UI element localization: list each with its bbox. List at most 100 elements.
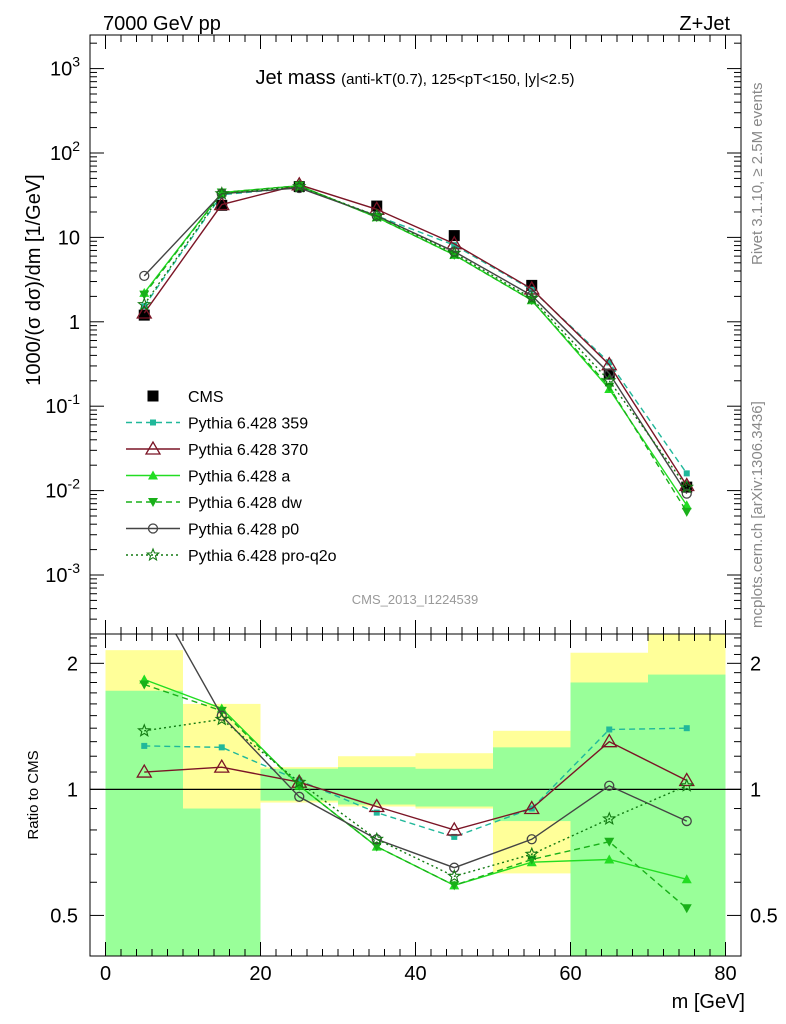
main-y-axis-label: 1000/(σ dσ)/dm [1/GeV] (23, 174, 45, 385)
main-data-point (678, 477, 695, 492)
ratio-data-point (681, 874, 692, 884)
main-series-line (143, 184, 688, 513)
x-tick-label: 20 (249, 963, 271, 985)
main-series-line (143, 185, 688, 488)
rivet-version-note: Rivet 3.1.10, ≥ 2.5M events (749, 83, 766, 266)
x-tick-label: 40 (404, 963, 426, 985)
main-y-tick-label: 10-3 (45, 560, 80, 587)
main-data-point (681, 507, 692, 517)
legend-marker (148, 498, 158, 507)
main-series-line (143, 184, 688, 486)
main-data-point (369, 208, 384, 222)
inner-band (415, 768, 493, 807)
legend-label: Pythia 6.428 370 (188, 442, 308, 459)
ratio-series-line (144, 727, 687, 838)
x-tick-label: 0 (100, 963, 111, 985)
legend-marker (145, 547, 161, 562)
main-y-tick-label: 10-2 (45, 476, 80, 503)
main-series-line (143, 187, 688, 495)
ratio-data-point (369, 831, 384, 846)
main-data-point (604, 368, 615, 379)
ratio-data-point (368, 798, 385, 813)
ratio-data-point (141, 742, 148, 749)
ratio-data-point (216, 710, 227, 721)
main-y-tick-label: 103 (50, 54, 80, 81)
ratio-data-point (214, 711, 229, 726)
ratio-y-tick-label: 2 (67, 653, 78, 675)
legend-label: CMS (188, 389, 224, 406)
main-data-point (602, 373, 617, 387)
ratio-data-point (136, 763, 153, 778)
ratio-data-point (296, 777, 303, 784)
ratio-data-point (371, 842, 382, 852)
x-tick-label: 80 (714, 963, 736, 985)
ratio-series-line (144, 683, 688, 909)
main-data-point (526, 279, 538, 291)
legend-marker (148, 470, 158, 480)
main-data-point (523, 280, 540, 295)
legend-label: Pythia 6.428 pro-q2o (188, 548, 337, 565)
ratio-data-point (373, 809, 380, 816)
legend: CMS Pythia 6.428 359 Pythia 6.428 370 Pythi… (126, 389, 337, 565)
main-y-tick-label: 102 (50, 138, 80, 165)
ratio-y-tick-label-right: 2 (750, 653, 761, 675)
ratio-data-point (218, 744, 225, 751)
ratio-data-point (601, 733, 618, 748)
inner-band (105, 690, 183, 956)
ratio-data-point (139, 680, 150, 690)
main-panel: 10-3 10-2 10-1 1 10 102 103 1000/(σ dσ)/dm [1/G… (23, 34, 742, 635)
ratio-data-point (294, 791, 305, 802)
legend-label: Pythia 6.428 359 (188, 416, 308, 433)
ratio-series-line (144, 740, 688, 831)
analysis-id-label: CMS_2013_I1224539 (352, 592, 479, 607)
ratio-data-point (449, 862, 460, 873)
ratio-data-point (447, 868, 462, 883)
x-axis-label: m [GeV] (672, 991, 745, 1013)
main-data-point (138, 309, 150, 321)
main-data-point (371, 200, 383, 212)
ratio-data-point (449, 881, 460, 891)
ratio-data-point (683, 725, 690, 732)
main-data-point (679, 479, 694, 494)
inner-band (183, 808, 261, 956)
ratio-data-point (140, 573, 149, 582)
ratio-data-point (679, 778, 694, 792)
process-label: Z+Jet (679, 13, 730, 35)
main-data-point (447, 245, 462, 260)
legend-marker (147, 523, 159, 534)
ratio-y-tick-label: 0.5 (50, 905, 78, 927)
ratio-data-point (523, 800, 540, 815)
main-data-point (446, 235, 463, 250)
ratio-series-line (144, 718, 688, 878)
legend-marker (150, 419, 156, 426)
ratio-data-point (524, 846, 539, 861)
main-data-point (292, 179, 307, 193)
ratio-y-tick-label: 1 (67, 779, 78, 801)
ratio-data-point (678, 772, 695, 787)
ratio-data-point (137, 723, 152, 737)
main-y-tick-label: 10-1 (45, 391, 80, 418)
inner-band (648, 674, 726, 956)
ratio-data-point (604, 854, 615, 864)
main-data-point (214, 186, 229, 200)
main-y-tick-label: 1 (69, 312, 80, 334)
legend-label: Pythia 6.428 a (188, 469, 290, 486)
main-frame (89, 34, 742, 635)
main-data-point (683, 470, 690, 477)
ratio-y-axis-label: Ratio to CMS (25, 750, 42, 839)
ratio-data-point (451, 833, 458, 840)
ratio-data-point (604, 837, 615, 847)
mcplots-note: mcplots.cern.ch [arXiv:1306.3436] (749, 401, 766, 628)
ratio-data-point (213, 758, 230, 773)
main-data-point (139, 290, 150, 300)
legend-label: Pythia 6.428 p0 (188, 522, 299, 539)
ratio-data-point (681, 815, 692, 827)
ratio-data-point (602, 811, 617, 826)
ratio-data-point (526, 834, 537, 845)
ratio-data-point (681, 904, 692, 914)
main-data-point (524, 290, 539, 305)
main-data-point (451, 242, 458, 249)
ratio-y-tick-label-right: 1 (750, 779, 761, 801)
main-title: Jet mass (anti-kT(0.7), 125<pT<150, |y|<… (256, 67, 575, 89)
